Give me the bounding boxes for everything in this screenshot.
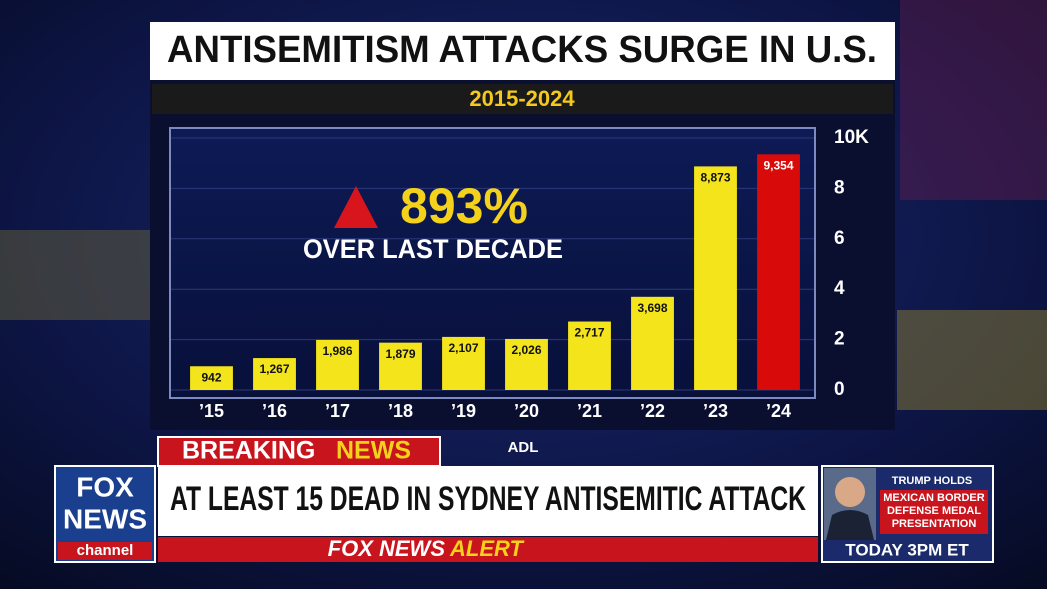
x-tick-label: ’23 (703, 401, 728, 421)
alert-bar (158, 537, 818, 562)
source: ADL (508, 439, 539, 456)
breaking-tag (157, 436, 441, 467)
background-tape (897, 310, 1047, 410)
promo-text: MEXICAN BORDER (883, 492, 985, 504)
promo-text: DEFENSE MEDAL (887, 505, 981, 517)
news-text: NEWS (336, 437, 411, 465)
chart-title: ANTISEMITISM ATTACKS SURGE IN U.S. (167, 29, 877, 71)
bar-value-label: 3,698 (637, 301, 667, 315)
bar-value-label: 1,267 (259, 362, 289, 376)
logo-fox: FOX (76, 471, 134, 502)
logo-news: NEWS (63, 503, 147, 534)
bar-value-label: 1,986 (322, 344, 352, 358)
bar (442, 336, 485, 390)
promo-text: PRESENTATION (892, 518, 977, 530)
headline-bar (158, 466, 818, 536)
promo-time: TODAY 3PM ET (845, 540, 969, 559)
bar-value-label: 2,717 (574, 326, 604, 340)
background-tape (0, 230, 150, 320)
promo-title: TRUMP HOLDS (892, 475, 972, 487)
bar (316, 339, 359, 390)
bar (505, 338, 548, 390)
bar-value-label: 1,879 (385, 347, 415, 361)
bar (190, 366, 233, 390)
x-tick-label: ’15 (199, 401, 224, 421)
promo-photo-suit (826, 510, 874, 540)
promo-photo-face (835, 477, 865, 507)
annotation-text: OVER LAST DECADE (303, 234, 563, 264)
y-tick-label: 4 (834, 278, 845, 299)
bar-value-label: 2,107 (448, 341, 478, 355)
bar (694, 166, 737, 390)
bar-value-label: 9,354 (763, 158, 793, 172)
y-tick-label: 10K (834, 127, 869, 148)
promo-box (880, 490, 988, 534)
background-light (900, 0, 1047, 200)
alert-fox-news: FOX NEWS (328, 536, 446, 561)
bar (757, 154, 800, 390)
y-tick-label: 2 (834, 329, 845, 350)
bar (631, 296, 674, 390)
alert-word: ALERT (449, 536, 524, 561)
x-tick-label: ’22 (640, 401, 665, 421)
breaking-text: BREAKING (182, 437, 315, 465)
bar-value-label: 942 (201, 370, 221, 384)
headline: AT LEAST 15 DEAD IN SYDNEY ANTISEMITIC A… (170, 480, 806, 518)
title-panel (150, 22, 895, 80)
annotation-value: 893% (400, 178, 528, 234)
bar-value-label: 2,026 (511, 343, 541, 357)
x-tick-label: ’17 (325, 401, 350, 421)
subtitle-bar (152, 84, 893, 114)
logo-channel-bar (58, 542, 152, 560)
chart-subtitle: 2015-2024 (469, 86, 575, 111)
x-tick-label: ’19 (451, 401, 476, 421)
x-tick-label: ’20 (514, 401, 539, 421)
x-tick-label: ’16 (262, 401, 287, 421)
bar-value-label: 8,873 (700, 171, 730, 185)
y-tick-label: 8 (834, 177, 845, 198)
up-triangle (334, 186, 378, 228)
y-tick-label: 0 (834, 379, 845, 400)
logo-channel: channel (77, 542, 134, 559)
x-tick-label: ’18 (388, 401, 413, 421)
x-tick-label: ’21 (577, 401, 602, 421)
bar (568, 321, 611, 390)
plot: 0 2 4 6 8 10K 942 ’15 1,267 ’16 1,986 ’17 1,879 ’18 2,… (171, 127, 869, 421)
x-tick-label: ’24 (766, 401, 791, 421)
y-tick-label: 6 (834, 228, 845, 249)
bar (253, 358, 296, 390)
bar (379, 342, 422, 390)
